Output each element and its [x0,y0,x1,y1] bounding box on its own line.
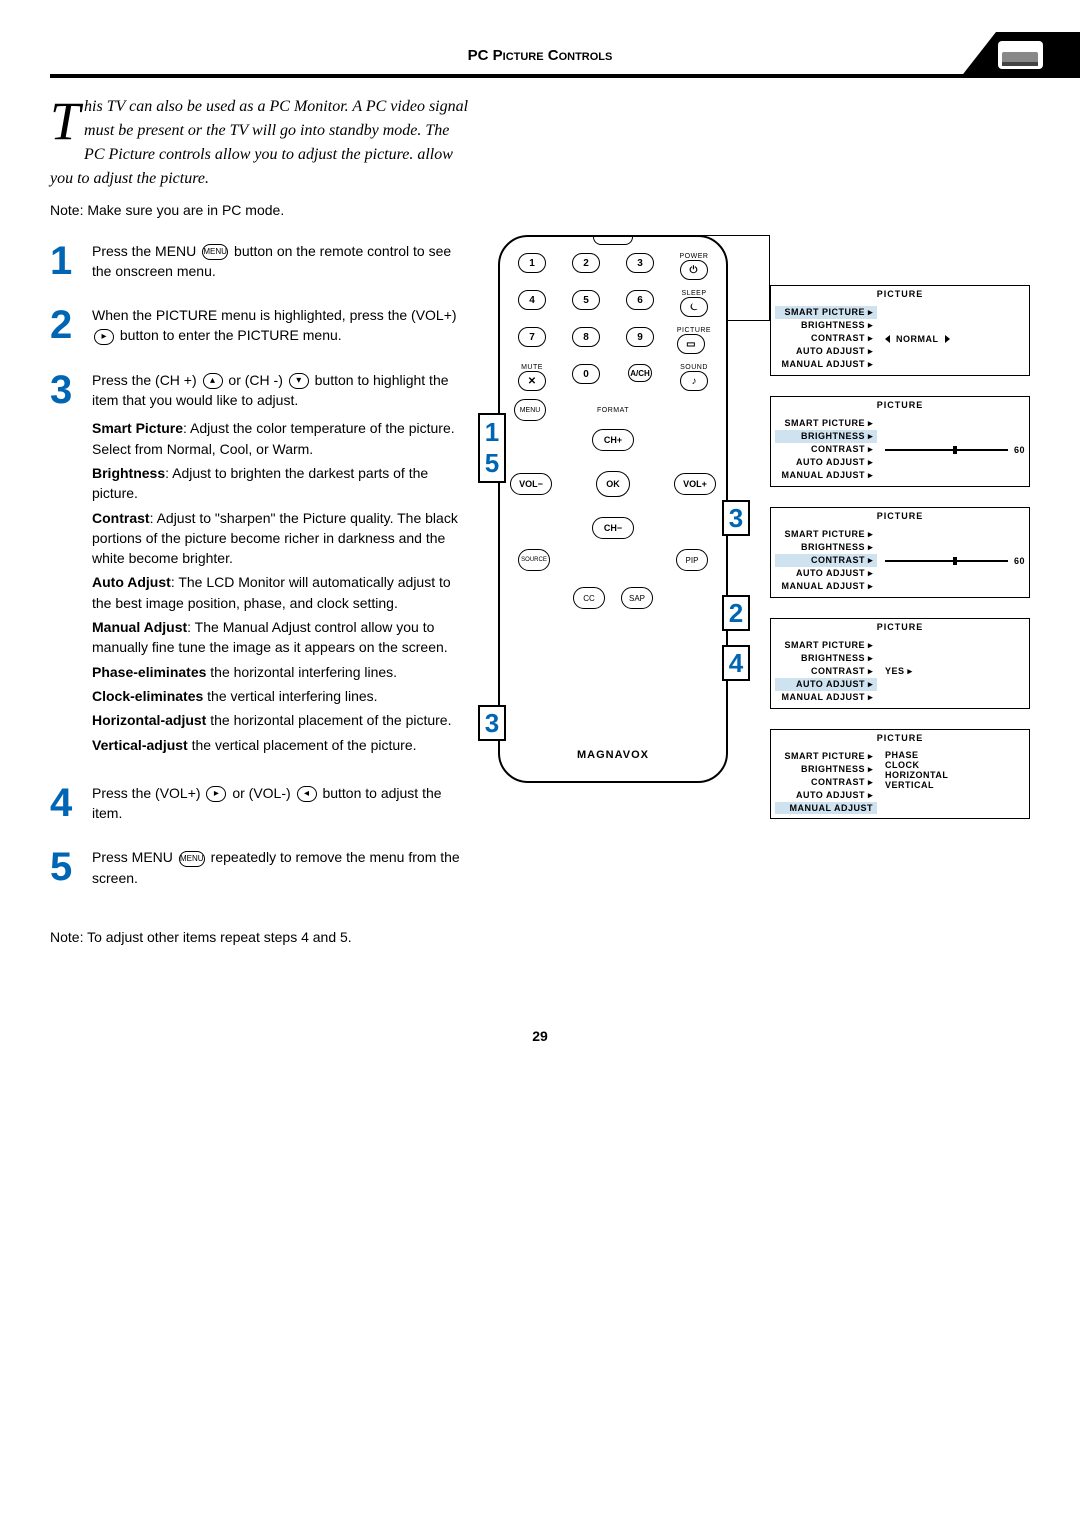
monitor-icon [1002,52,1038,66]
note-bottom: Note: To adjust other items repeat steps… [50,928,470,948]
key-1: 1 [518,253,546,273]
callout-4: 4 [722,645,750,681]
step-3-body: Press the (CH +) ▴ or (CH -) ▾ button to… [92,370,470,759]
header-tab [960,32,1080,78]
header-title: PC Picture Controls [50,47,1030,64]
key-9: 9 [626,327,654,347]
intro-text: his TV can also be used as a PC Monitor.… [50,98,468,187]
step-5-body: Press MENU MENU repeatedly to remove the… [92,847,470,888]
key-power: ⏻ [680,260,708,280]
down-arrow-icon: ▾ [289,373,309,389]
key-7: 7 [518,327,546,347]
key-sap: SAP [621,587,653,609]
step-2-body: When the PICTURE menu is highlighted, pr… [92,305,470,346]
instructions-column: T his TV can also be used as a PC Monito… [50,95,470,968]
osd-panel-manual: PICTURE SMART PICTURE ▸ BRIGHTNESS ▸ CON… [770,729,1030,819]
dropcap: T [50,99,80,145]
step-3-num: 3 [50,370,78,759]
right-arrow-icon: ▸ [94,329,114,345]
key-menu: MENU [514,399,546,421]
key-6: 6 [626,290,654,310]
key-mute: ✕ [518,371,546,391]
page-header: PC Picture Controls [50,40,1030,70]
step-4-body: Press the (VOL+) ▸ or (VOL-) ◂ button to… [92,783,470,824]
page-number: 29 [50,1028,1030,1044]
menu-button-icon: MENU [179,851,205,867]
key-5: 5 [572,290,600,310]
step-2: 2 When the PICTURE menu is highlighted, … [50,305,470,346]
menu-button-icon: MENU [202,244,228,260]
key-sleep: ⏾ [680,297,708,317]
osd-stack: PICTURE SMART PICTURE ▸ BRIGHTNESS ▸ CON… [770,285,1030,819]
callout-2: 2 [722,595,750,631]
diagram-area: MAIN CONTROLS PICTURE AUDIO FEATURES INS… [490,235,1030,783]
osd-panel-auto: PICTURE SMART PICTURE ▸ BRIGHTNESS ▸ CON… [770,618,1030,709]
step-5-num: 5 [50,847,78,888]
step-2-num: 2 [50,305,78,346]
key-4: 4 [518,290,546,310]
remote-brand: MAGNAVOX [510,749,716,761]
key-cc: CC [573,587,605,609]
note-top: Note: Make sure you are in PC mode. [50,201,470,221]
nav-cluster: CH+ CH− VOL− VOL+ OK [510,429,716,539]
osd-panel-brightness: PICTURE SMART PICTURE ▸ BRIGHTNESS ▸ CON… [770,396,1030,487]
step-1-body: Press the MENU MENU button on the remote… [92,241,470,282]
step-1: 1 Press the MENU MENU button on the remo… [50,241,470,282]
key-8: 8 [572,327,600,347]
step-4-num: 4 [50,783,78,824]
callout-1-5: 15 [478,413,506,483]
key-ch-down: CH− [592,517,634,539]
osd-panel-contrast: PICTURE SMART PICTURE ▸ BRIGHTNESS ▸ CON… [770,507,1030,598]
osd-panel-smart: PICTURE SMART PICTURE ▸ BRIGHTNESS ▸ CON… [770,285,1030,376]
up-arrow-icon: ▴ [203,373,223,389]
key-vol-down: VOL− [510,473,552,495]
key-0: 0 [572,364,600,384]
step-1-num: 1 [50,241,78,282]
right-arrow-icon: ▸ [206,786,226,802]
left-arrow-icon: ◂ [297,786,317,802]
key-ok: OK [596,471,630,497]
key-source: SOURCE [518,549,550,571]
key-picture: ▭ [677,334,705,354]
header-rule [50,74,1030,78]
callout-3b: 3 [478,705,506,741]
callout-3a: 3 [722,500,750,536]
key-vol-up: VOL+ [674,473,716,495]
key-sound: ♪ [680,371,708,391]
step-4: 4 Press the (VOL+) ▸ or (VOL-) ◂ button … [50,783,470,824]
key-2: 2 [572,253,600,273]
step-3: 3 Press the (CH +) ▴ or (CH -) ▾ button … [50,370,470,759]
intro-paragraph: T his TV can also be used as a PC Monito… [50,95,470,191]
key-pip: PIP [676,549,708,571]
step-5: 5 Press MENU MENU repeatedly to remove t… [50,847,470,888]
key-ach: A/CH [628,364,652,382]
key-3: 3 [626,253,654,273]
key-ch-up: CH+ [592,429,634,451]
remote-diagram: 1 2 3 POWER ⏻ 4 5 6 SLEEP ⏾ 7 8 [498,235,728,783]
